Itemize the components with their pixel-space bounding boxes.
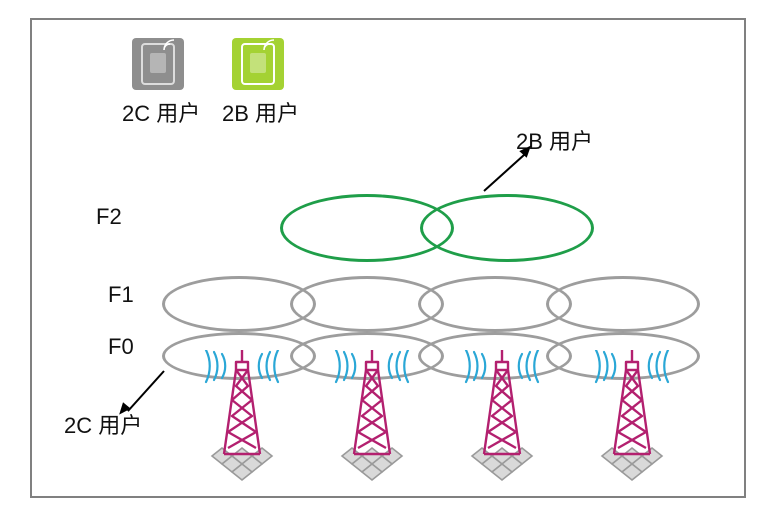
base-station-icon	[182, 350, 302, 490]
f1-cell-3	[546, 276, 700, 332]
base-station-icon	[572, 350, 692, 490]
device-icon	[141, 43, 175, 85]
axis-f0: F0	[108, 334, 134, 360]
base-station-icon	[312, 350, 432, 490]
arrow-2b-line	[483, 154, 524, 192]
legend-2b-label: 2B 用户	[222, 96, 299, 128]
callout-2c: 2C 用户	[64, 408, 142, 440]
f2-cell-1	[420, 194, 594, 262]
arrow-2c-line	[127, 370, 165, 411]
axis-f1: F1	[108, 282, 134, 308]
axis-f2: F2	[96, 204, 122, 230]
device-icon	[241, 43, 275, 85]
tower-0	[182, 350, 302, 490]
signal-icon	[263, 39, 275, 51]
base-station-icon	[442, 350, 562, 490]
legend-2c-label: 2C 用户	[122, 96, 200, 128]
signal-icon	[163, 39, 175, 51]
legend-2c-icon	[132, 38, 184, 90]
tower-3	[572, 350, 692, 490]
diagram-canvas: 2C 用户 2B 用户 F2 F1 F0 2B 用户 2C 用户	[30, 18, 746, 498]
legend-2b-icon	[232, 38, 284, 90]
tower-2	[442, 350, 562, 490]
tower-1	[312, 350, 432, 490]
